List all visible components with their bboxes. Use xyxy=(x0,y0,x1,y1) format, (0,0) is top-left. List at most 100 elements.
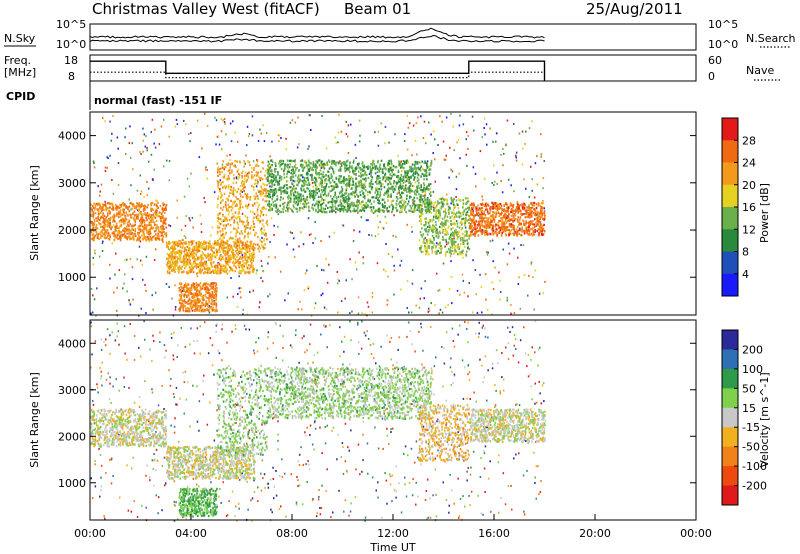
feature-cell-3 xyxy=(249,164,251,167)
feature-cell-1 xyxy=(227,264,230,267)
feature-cell-3 xyxy=(243,189,245,193)
feature-cell-0 xyxy=(111,226,113,229)
feature-cell-1 xyxy=(186,258,189,261)
feature-cell-0 xyxy=(134,220,136,223)
feature-cell-3 xyxy=(227,213,230,216)
feature-cell-4 xyxy=(399,182,402,185)
feature-cell-2 xyxy=(215,308,217,311)
speckle-cell xyxy=(354,261,357,264)
speckle-cell xyxy=(434,304,436,307)
speckle-cell xyxy=(90,288,93,290)
feature-cell-1 xyxy=(185,257,187,260)
feature-cell-5 xyxy=(461,227,464,230)
feature-cell-4 xyxy=(293,206,295,209)
feature-cell-4 xyxy=(301,174,304,177)
feature-cell-4 xyxy=(271,195,274,198)
feature-cell-3 xyxy=(254,234,256,237)
feature-cell-4 xyxy=(414,192,416,195)
feature-cell-0 xyxy=(147,236,149,239)
speckle-cell xyxy=(459,114,461,117)
feature-cell-0 xyxy=(91,210,93,213)
feature-cell-4 xyxy=(362,173,364,176)
feature-cell-1 xyxy=(214,264,217,267)
feature-cell-0 xyxy=(138,235,140,238)
feature-cell-4 xyxy=(429,187,432,190)
feature-cell-3 xyxy=(227,203,230,206)
feature-cell-4 xyxy=(321,191,324,194)
speckle-cell xyxy=(515,159,518,162)
feature-cell-3 xyxy=(221,220,223,223)
feature-cell-4 xyxy=(355,182,357,185)
feature-cell-1 xyxy=(172,251,175,254)
feature-cell-4 xyxy=(287,170,289,173)
speckle-cell xyxy=(185,215,187,218)
feature-cell-4 xyxy=(426,204,429,207)
feature-cell-4 xyxy=(286,164,288,167)
speckle-cell xyxy=(151,294,153,297)
feature-cell-3 xyxy=(244,215,247,218)
speckle-cell xyxy=(116,286,118,289)
feature-cell-3 xyxy=(217,213,219,217)
feature-cell-4 xyxy=(322,193,325,197)
speckle-cell xyxy=(380,122,382,125)
speckle-cell xyxy=(499,291,502,294)
feature-cell-3 xyxy=(235,165,237,168)
feature-cell-4 xyxy=(269,166,272,169)
feature-cell-3 xyxy=(260,185,262,188)
speckle-cell xyxy=(130,184,132,187)
feature-cell-4 xyxy=(352,191,354,194)
feature-cell-0 xyxy=(109,234,111,237)
speckle-cell xyxy=(377,130,380,133)
feature-cell-4 xyxy=(360,179,362,182)
speckle-cell xyxy=(168,135,170,138)
feature-cell-0 xyxy=(105,205,107,208)
feature-cell-1 xyxy=(186,261,189,264)
feature-cell-4 xyxy=(390,200,393,203)
feature-cell-4 xyxy=(422,200,425,203)
feature-cell-1 xyxy=(175,250,177,253)
feature-cell-3 xyxy=(223,192,226,195)
feature-cell-3 xyxy=(251,204,254,207)
feature-cell-0 xyxy=(159,231,161,234)
feature-cell-1 xyxy=(234,262,236,265)
feature-cell-3 xyxy=(249,232,252,235)
feature-cell-4 xyxy=(379,167,382,170)
feature-cell-0 xyxy=(162,230,164,233)
speckle-cell xyxy=(477,214,480,217)
speckle-cell xyxy=(371,292,374,295)
feature-cell-4 xyxy=(308,164,310,167)
feature-cell-3 xyxy=(229,224,232,227)
feature-cell-0 xyxy=(103,218,105,221)
feature-cell-1 xyxy=(207,246,210,249)
feature-cell-3 xyxy=(254,197,256,200)
speckle-cell xyxy=(191,309,194,312)
feature-cell-0 xyxy=(97,202,99,205)
feature-cell-0 xyxy=(114,226,116,229)
speckle-cell xyxy=(287,292,289,295)
feature-cell-4 xyxy=(362,208,364,211)
feature-cell-4 xyxy=(409,205,412,208)
feature-cell-3 xyxy=(243,237,245,240)
feature-cell-4 xyxy=(383,186,386,189)
feature-cell-0 xyxy=(128,210,131,213)
speckle-cell xyxy=(368,233,370,236)
feature-cell-1 xyxy=(166,241,169,244)
speckle-cell xyxy=(154,248,157,251)
feature-cell-1 xyxy=(220,268,223,271)
feature-cell-0 xyxy=(93,234,96,238)
feature-cell-4 xyxy=(331,204,334,207)
feature-cell-2 xyxy=(190,285,193,288)
feature-cell-0 xyxy=(115,214,118,217)
feature-cell-4 xyxy=(387,199,389,202)
feature-cell-4 xyxy=(312,198,315,201)
speckle-cell xyxy=(313,306,316,309)
feature-cell-2 xyxy=(195,286,197,290)
speckle-cell xyxy=(239,291,241,293)
feature-cell-0 xyxy=(146,219,148,222)
feature-cell-1 xyxy=(210,265,213,268)
speckle-cell xyxy=(217,135,220,138)
feature-cell-4 xyxy=(385,190,388,193)
speckle-cell xyxy=(506,119,509,122)
feature-cell-0 xyxy=(92,216,95,219)
speckle-cell xyxy=(310,233,312,236)
